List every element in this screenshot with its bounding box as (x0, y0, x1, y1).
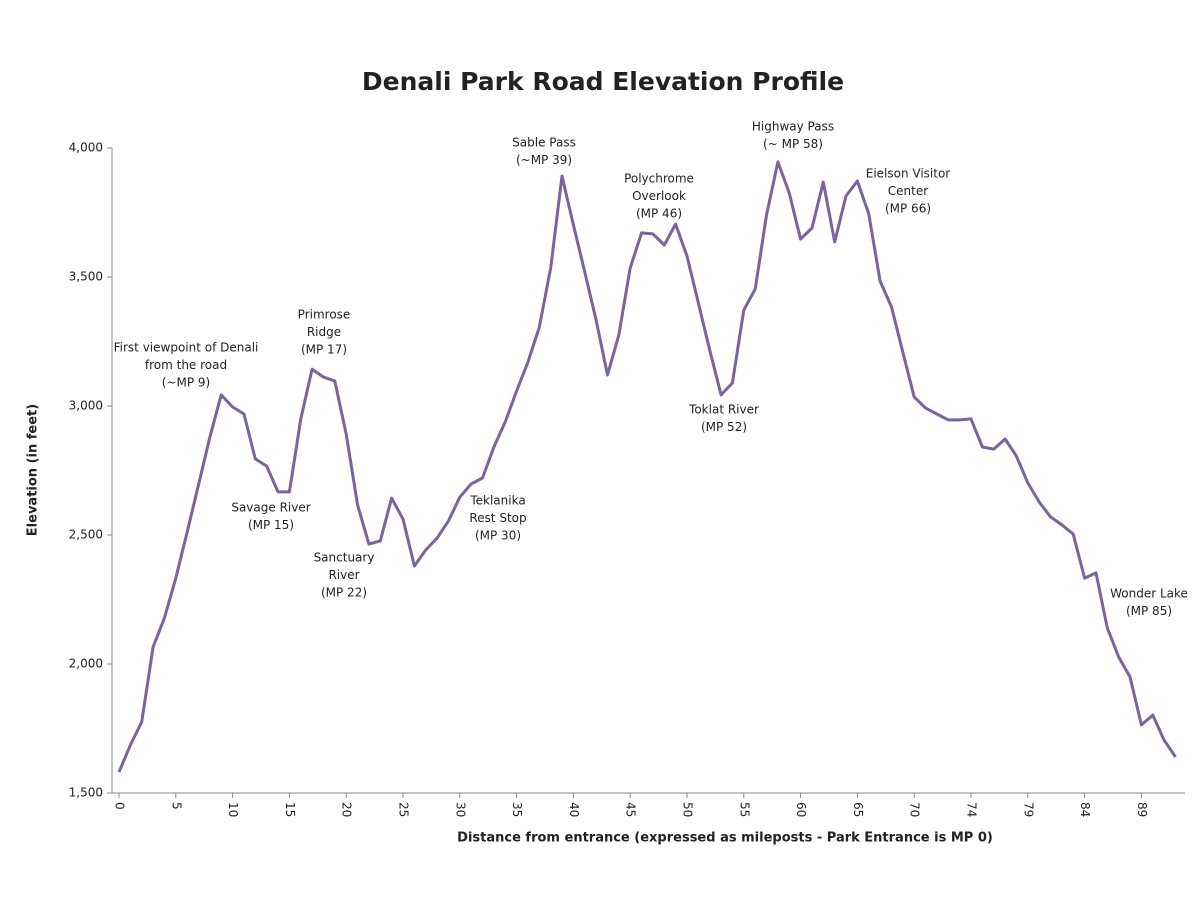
x-tick-label: 35 (510, 802, 524, 817)
y-tick-label: 3,500 (69, 270, 103, 284)
x-tick-label: 84 (1078, 802, 1092, 817)
annotation: (~MP 9) (162, 376, 210, 390)
annotation: Overlook (632, 189, 686, 203)
annotation: First viewpoint of Denali (114, 341, 259, 355)
y-tick-label: 3,000 (69, 399, 103, 413)
elevation-line (117, 160, 1177, 773)
annotation: Sanctuary (314, 551, 375, 565)
annotation: Eielson Visitor (866, 167, 951, 181)
y-tick-label: 2,500 (69, 528, 103, 542)
x-tick-label: 20 (340, 802, 354, 817)
annotation: (MP 66) (885, 202, 931, 216)
x-tick-label: 0 (113, 802, 127, 810)
x-tick-label: 60 (794, 802, 808, 817)
x-tick-label: 70 (908, 802, 922, 817)
x-axis-title: Distance from entrance (expressed as mil… (457, 831, 993, 846)
annotation: from the road (145, 358, 227, 372)
annotation: (MP 85) (1126, 604, 1172, 618)
x-tick-label: 55 (737, 802, 751, 817)
y-axis-title: Elevation (in feet) (26, 404, 41, 536)
annotation: (MP 46) (636, 207, 682, 221)
x-tick-label: 25 (397, 802, 411, 817)
y-tick-label: 2,000 (69, 657, 103, 671)
annotation: (MP 15) (248, 518, 294, 532)
annotation: Polychrome (624, 172, 694, 186)
annotation: Toklat River (688, 403, 759, 417)
x-tick-label: 74 (965, 802, 979, 817)
annotation: Teklanika (469, 494, 525, 508)
annotation: Center (888, 184, 928, 198)
annotation: Ridge (307, 325, 341, 339)
annotation: (MP 30) (475, 529, 521, 543)
x-tick-label: 15 (283, 802, 297, 817)
annotation: (MP 22) (321, 586, 367, 600)
annotation: Highway Pass (752, 120, 834, 134)
annotation: Wonder Lake (1110, 587, 1188, 601)
annotation: (~MP 39) (516, 153, 572, 167)
x-tick-label: 79 (1021, 802, 1035, 817)
annotation: Primrose (298, 308, 351, 322)
annotation: (MP 17) (301, 343, 347, 357)
annotation: Sable Pass (512, 136, 576, 150)
annotation: Savage River (231, 501, 310, 515)
x-tick-label: 50 (681, 802, 695, 817)
chart-title: Denali Park Road Elevation Profile (362, 67, 844, 96)
x-tick-label: 30 (453, 802, 467, 817)
annotation: River (328, 568, 359, 582)
x-tick-label: 5 (169, 802, 183, 810)
annotation: (MP 52) (701, 420, 747, 434)
y-tick-label: 4,000 (69, 141, 103, 155)
x-tick-label: 65 (851, 802, 865, 817)
x-tick-label: 45 (624, 802, 638, 817)
x-tick-label: 40 (567, 802, 581, 817)
annotation: (~ MP 58) (763, 137, 823, 151)
annotation: Rest Stop (469, 511, 526, 525)
x-tick-label: 10 (226, 802, 240, 817)
x-tick-label: 89 (1135, 802, 1149, 817)
y-tick-label: 1,500 (69, 786, 103, 800)
